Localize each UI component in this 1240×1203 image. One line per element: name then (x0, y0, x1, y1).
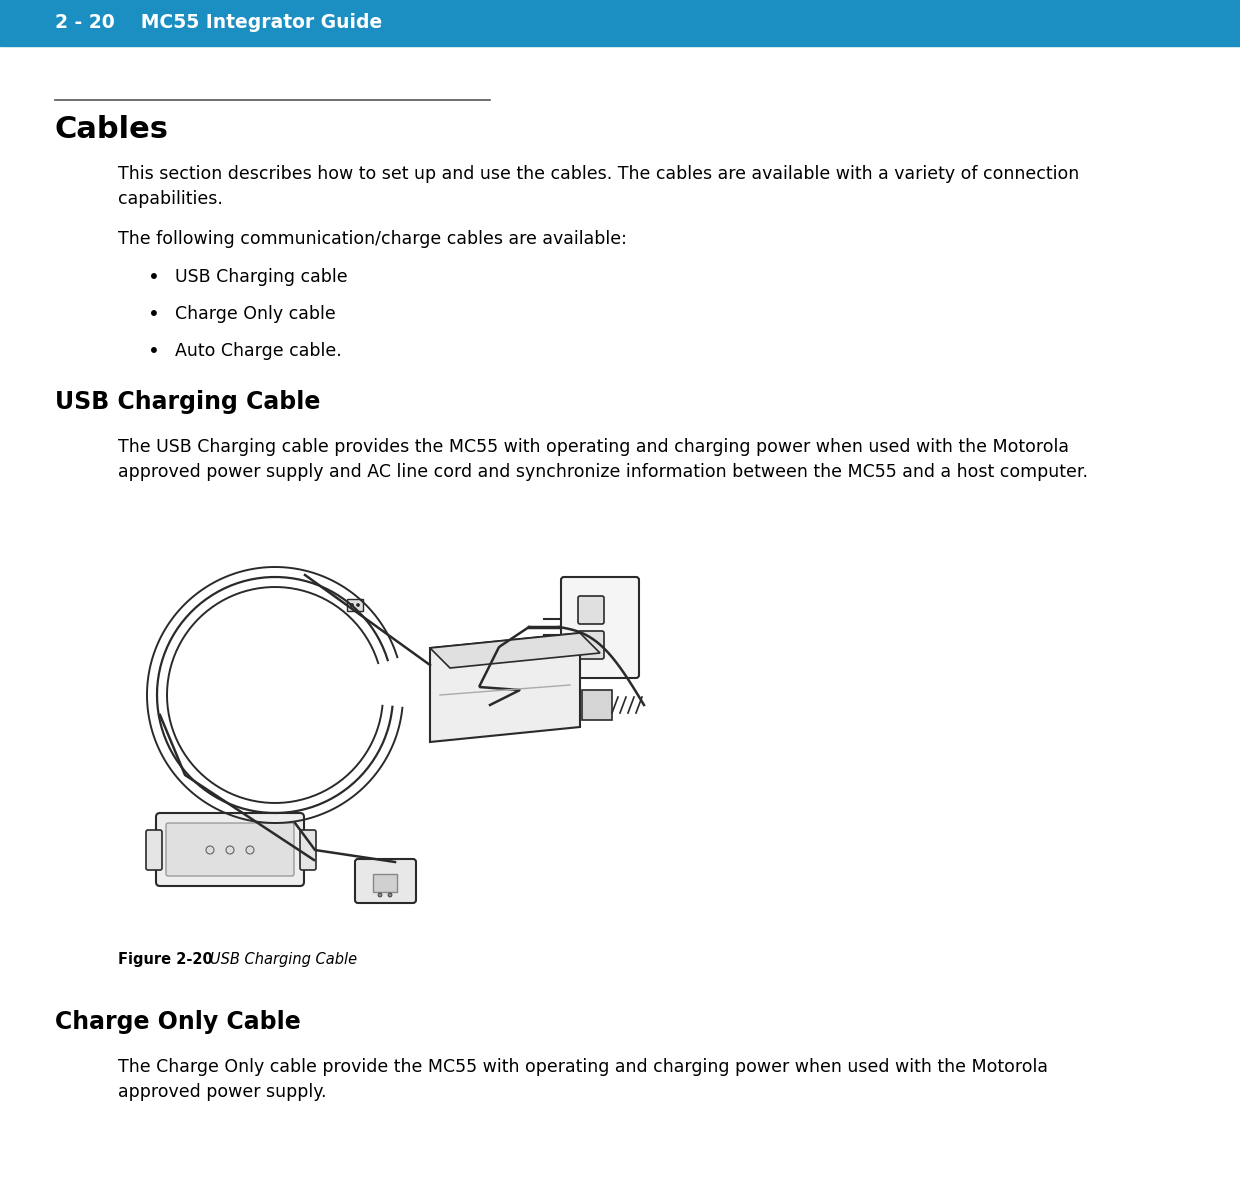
Text: The following communication/charge cables are available:: The following communication/charge cable… (118, 230, 627, 248)
Text: The Charge Only cable provide the MC55 with operating and charging power when us: The Charge Only cable provide the MC55 w… (118, 1057, 1048, 1101)
Text: Figure 2-20: Figure 2-20 (118, 952, 213, 967)
FancyBboxPatch shape (560, 577, 639, 678)
FancyBboxPatch shape (156, 813, 304, 885)
Polygon shape (430, 633, 600, 668)
FancyBboxPatch shape (578, 632, 604, 659)
FancyBboxPatch shape (146, 830, 162, 870)
FancyBboxPatch shape (355, 859, 415, 903)
Text: The USB Charging cable provides the MC55 with operating and charging power when : The USB Charging cable provides the MC55… (118, 438, 1087, 481)
Polygon shape (430, 633, 580, 742)
Text: Cables: Cables (55, 115, 169, 144)
Text: Charge Only Cable: Charge Only Cable (55, 1011, 301, 1035)
Text: 2 - 20    MC55 Integrator Guide: 2 - 20 MC55 Integrator Guide (55, 13, 382, 32)
Text: This section describes how to set up and use the cables. The cables are availabl: This section describes how to set up and… (118, 165, 1079, 208)
Text: •: • (148, 342, 160, 361)
Circle shape (388, 893, 392, 897)
Text: •: • (148, 306, 160, 324)
Bar (347, 599, 363, 611)
Bar (582, 691, 613, 721)
Bar (0, 0, 1240, 46)
Text: USB Charging Cable: USB Charging Cable (196, 952, 357, 967)
Text: USB Charging cable: USB Charging cable (175, 268, 347, 286)
Text: USB Charging Cable: USB Charging Cable (55, 390, 320, 414)
Text: Charge Only cable: Charge Only cable (175, 306, 336, 322)
Circle shape (206, 846, 215, 854)
FancyBboxPatch shape (578, 595, 604, 624)
FancyBboxPatch shape (166, 823, 294, 876)
Text: •: • (148, 268, 160, 288)
Bar (373, 875, 397, 891)
FancyBboxPatch shape (300, 830, 316, 870)
Circle shape (351, 604, 353, 606)
Circle shape (378, 893, 382, 897)
Circle shape (226, 846, 234, 854)
Text: Auto Charge cable.: Auto Charge cable. (175, 342, 342, 360)
Circle shape (357, 604, 360, 606)
Circle shape (246, 846, 254, 854)
